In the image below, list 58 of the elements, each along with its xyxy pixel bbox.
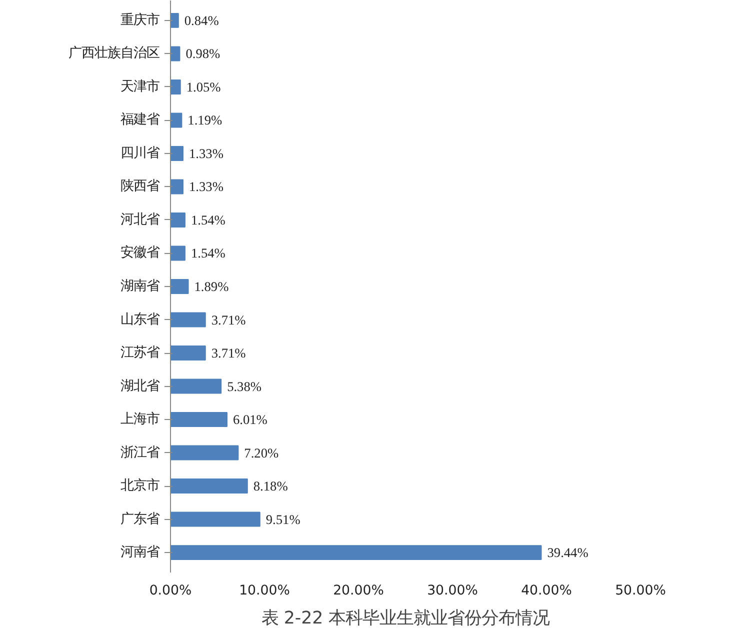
data-label: 3.71% xyxy=(211,346,246,361)
bar xyxy=(170,445,239,460)
y-tick-label: 福建省 xyxy=(120,112,160,128)
x-tick-label: 50.00% xyxy=(615,584,666,598)
y-tick-label: 重庆市 xyxy=(120,12,160,28)
data-label: 1.19% xyxy=(188,112,222,128)
bar xyxy=(170,312,206,328)
data-label: 7.20% xyxy=(244,445,279,460)
bar xyxy=(170,246,186,261)
data-label: 1.33% xyxy=(189,179,224,194)
bar xyxy=(170,545,542,560)
x-tick-label: 10.00% xyxy=(239,584,290,598)
y-tick-label: 山东省 xyxy=(120,312,160,328)
text: 表 2-22 本科毕业生就业省份分布情况 xyxy=(261,608,550,628)
data-label: 1.54% xyxy=(190,246,226,261)
data-label: 1.89% xyxy=(194,279,229,294)
data-label: 6.01% xyxy=(232,412,268,428)
bar xyxy=(170,478,248,494)
y-tick-label: 陕西省 xyxy=(120,179,160,194)
y-tick-label: 湖北省 xyxy=(120,378,160,394)
data-label: 8.18% xyxy=(253,478,288,494)
y-tick-label: 广西壮族自治区 xyxy=(68,46,160,62)
y-tick-label: 浙江省 xyxy=(120,445,160,460)
y-tick-label: 北京市 xyxy=(120,478,160,494)
y-tick-label: 河北省 xyxy=(120,212,160,228)
data-label: 0.84% xyxy=(184,12,219,28)
bar xyxy=(170,212,186,228)
y-tick-label: 广东省 xyxy=(120,512,160,527)
x-tick-label: 30.00% xyxy=(427,584,478,598)
y-tick-label: 河南省 xyxy=(120,545,160,560)
y-tick-label: 安徽省 xyxy=(120,244,160,261)
data-label: 3.71% xyxy=(211,312,246,328)
bar xyxy=(170,179,184,194)
y-tick-label: 上海市 xyxy=(120,412,160,428)
y-tick-label: 四川省 xyxy=(120,146,160,161)
data-label: 1.05% xyxy=(186,79,221,94)
x-tick-label: 0.00% xyxy=(149,584,192,598)
x-tick-label: 40.00% xyxy=(521,584,572,598)
y-tick-label: 湖南省 xyxy=(120,279,160,294)
data-label: 5.38% xyxy=(227,378,262,394)
bar xyxy=(170,378,222,394)
bar xyxy=(170,146,184,161)
bar xyxy=(170,279,189,294)
bar xyxy=(170,412,228,428)
bar xyxy=(170,112,182,128)
y-tick-label: 江苏省 xyxy=(120,346,160,361)
data-label: 0.98% xyxy=(186,46,220,62)
y-tick-label: 天津市 xyxy=(120,79,160,94)
bar xyxy=(170,46,180,62)
data-label: 39.44% xyxy=(547,545,588,560)
bar xyxy=(170,346,206,360)
data-label: 1.33% xyxy=(189,146,224,161)
data-label: 9.51% xyxy=(266,512,300,527)
bar xyxy=(170,12,179,28)
bar xyxy=(170,512,260,527)
data-label: 1.54% xyxy=(190,212,226,228)
bar xyxy=(170,79,181,94)
x-tick-label: 20.00% xyxy=(333,584,384,598)
